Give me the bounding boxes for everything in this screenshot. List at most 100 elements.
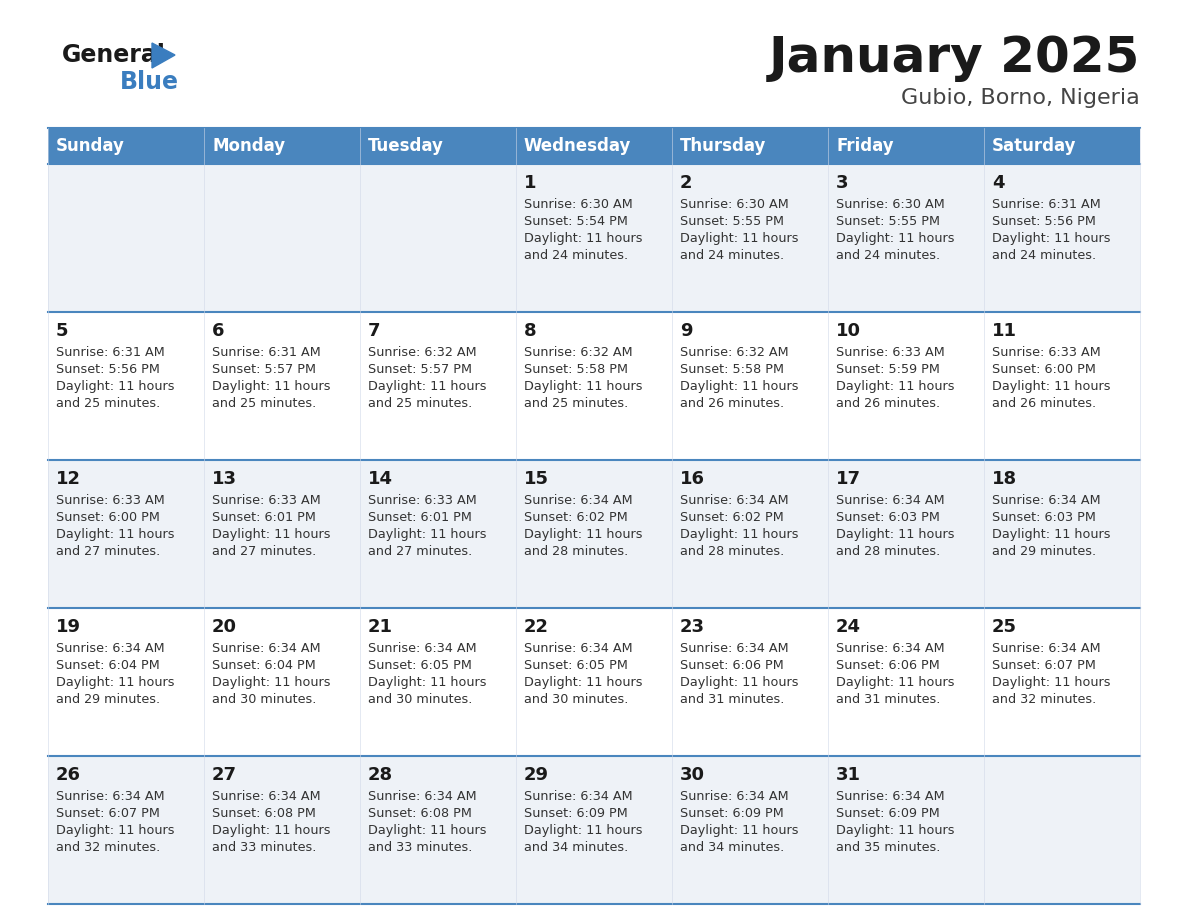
Text: 11: 11 bbox=[992, 322, 1017, 340]
Text: Daylight: 11 hours: Daylight: 11 hours bbox=[992, 676, 1111, 689]
Text: 6: 6 bbox=[211, 322, 225, 340]
Text: and 28 minutes.: and 28 minutes. bbox=[836, 545, 940, 558]
Text: Daylight: 11 hours: Daylight: 11 hours bbox=[368, 676, 487, 689]
Text: and 24 minutes.: and 24 minutes. bbox=[836, 249, 940, 262]
Text: Gubio, Borno, Nigeria: Gubio, Borno, Nigeria bbox=[902, 88, 1140, 108]
Text: Daylight: 11 hours: Daylight: 11 hours bbox=[524, 824, 643, 837]
Text: and 28 minutes.: and 28 minutes. bbox=[524, 545, 628, 558]
Text: Daylight: 11 hours: Daylight: 11 hours bbox=[680, 380, 798, 393]
Text: Daylight: 11 hours: Daylight: 11 hours bbox=[524, 380, 643, 393]
Text: Sunrise: 6:34 AM: Sunrise: 6:34 AM bbox=[992, 642, 1100, 655]
Text: 29: 29 bbox=[524, 766, 549, 784]
Bar bbox=[48, 312, 204, 460]
Bar bbox=[672, 128, 828, 164]
Text: Sunrise: 6:30 AM: Sunrise: 6:30 AM bbox=[680, 198, 789, 211]
Text: Sunset: 5:58 PM: Sunset: 5:58 PM bbox=[524, 363, 628, 376]
Text: Sunrise: 6:33 AM: Sunrise: 6:33 AM bbox=[211, 494, 321, 507]
Bar bbox=[516, 460, 672, 608]
Text: January 2025: January 2025 bbox=[769, 34, 1140, 82]
Text: Sunset: 6:00 PM: Sunset: 6:00 PM bbox=[56, 511, 160, 524]
Text: and 35 minutes.: and 35 minutes. bbox=[836, 841, 941, 854]
Bar bbox=[360, 312, 516, 460]
Text: Daylight: 11 hours: Daylight: 11 hours bbox=[524, 676, 643, 689]
Bar bbox=[828, 128, 984, 164]
Text: Sunset: 6:09 PM: Sunset: 6:09 PM bbox=[680, 807, 784, 820]
Bar bbox=[204, 312, 360, 460]
Text: and 28 minutes.: and 28 minutes. bbox=[680, 545, 784, 558]
Bar bbox=[204, 756, 360, 904]
Text: 21: 21 bbox=[368, 618, 393, 636]
Bar bbox=[984, 756, 1140, 904]
Text: Daylight: 11 hours: Daylight: 11 hours bbox=[56, 380, 175, 393]
Text: Sunrise: 6:34 AM: Sunrise: 6:34 AM bbox=[836, 642, 944, 655]
Text: Sunset: 6:05 PM: Sunset: 6:05 PM bbox=[368, 659, 472, 672]
Text: Monday: Monday bbox=[211, 137, 285, 155]
Text: Sunset: 6:05 PM: Sunset: 6:05 PM bbox=[524, 659, 628, 672]
Text: Sunrise: 6:34 AM: Sunrise: 6:34 AM bbox=[680, 790, 789, 803]
Text: 28: 28 bbox=[368, 766, 393, 784]
Text: Sunrise: 6:34 AM: Sunrise: 6:34 AM bbox=[992, 494, 1100, 507]
Bar bbox=[48, 608, 204, 756]
Text: and 26 minutes.: and 26 minutes. bbox=[836, 397, 940, 410]
Bar bbox=[672, 608, 828, 756]
Text: Sunrise: 6:34 AM: Sunrise: 6:34 AM bbox=[56, 790, 165, 803]
Polygon shape bbox=[152, 43, 175, 68]
Text: Sunset: 6:07 PM: Sunset: 6:07 PM bbox=[56, 807, 160, 820]
Text: Sunrise: 6:34 AM: Sunrise: 6:34 AM bbox=[524, 790, 633, 803]
Text: 12: 12 bbox=[56, 470, 81, 488]
Bar bbox=[828, 312, 984, 460]
Text: 8: 8 bbox=[524, 322, 537, 340]
Text: Sunrise: 6:34 AM: Sunrise: 6:34 AM bbox=[680, 642, 789, 655]
Text: Sunrise: 6:34 AM: Sunrise: 6:34 AM bbox=[524, 642, 633, 655]
Text: and 27 minutes.: and 27 minutes. bbox=[211, 545, 316, 558]
Text: General: General bbox=[62, 43, 166, 67]
Text: Daylight: 11 hours: Daylight: 11 hours bbox=[368, 824, 487, 837]
Text: and 24 minutes.: and 24 minutes. bbox=[680, 249, 784, 262]
Text: Sunset: 6:03 PM: Sunset: 6:03 PM bbox=[836, 511, 940, 524]
Text: Sunrise: 6:34 AM: Sunrise: 6:34 AM bbox=[680, 494, 789, 507]
Text: and 29 minutes.: and 29 minutes. bbox=[992, 545, 1097, 558]
Text: Daylight: 11 hours: Daylight: 11 hours bbox=[524, 528, 643, 541]
Bar bbox=[984, 608, 1140, 756]
Text: 2: 2 bbox=[680, 174, 693, 192]
Text: Daylight: 11 hours: Daylight: 11 hours bbox=[211, 528, 330, 541]
Text: 13: 13 bbox=[211, 470, 236, 488]
Text: Sunrise: 6:33 AM: Sunrise: 6:33 AM bbox=[992, 346, 1101, 359]
Bar bbox=[828, 608, 984, 756]
Bar bbox=[828, 164, 984, 312]
Text: Friday: Friday bbox=[836, 137, 893, 155]
Text: 18: 18 bbox=[992, 470, 1017, 488]
Text: Daylight: 11 hours: Daylight: 11 hours bbox=[836, 380, 954, 393]
Bar bbox=[204, 460, 360, 608]
Bar bbox=[672, 756, 828, 904]
Text: Sunset: 6:06 PM: Sunset: 6:06 PM bbox=[680, 659, 784, 672]
Text: Sunrise: 6:34 AM: Sunrise: 6:34 AM bbox=[836, 494, 944, 507]
Text: Sunset: 6:01 PM: Sunset: 6:01 PM bbox=[211, 511, 316, 524]
Text: and 25 minutes.: and 25 minutes. bbox=[211, 397, 316, 410]
Text: and 30 minutes.: and 30 minutes. bbox=[211, 693, 316, 706]
Text: Sunrise: 6:32 AM: Sunrise: 6:32 AM bbox=[680, 346, 789, 359]
Text: Daylight: 11 hours: Daylight: 11 hours bbox=[680, 232, 798, 245]
Bar bbox=[984, 312, 1140, 460]
Text: Sunset: 5:54 PM: Sunset: 5:54 PM bbox=[524, 215, 628, 228]
Text: Sunrise: 6:30 AM: Sunrise: 6:30 AM bbox=[524, 198, 633, 211]
Text: 31: 31 bbox=[836, 766, 861, 784]
Bar bbox=[984, 460, 1140, 608]
Text: Daylight: 11 hours: Daylight: 11 hours bbox=[211, 824, 330, 837]
Text: 14: 14 bbox=[368, 470, 393, 488]
Text: Sunrise: 6:34 AM: Sunrise: 6:34 AM bbox=[211, 790, 321, 803]
Text: Daylight: 11 hours: Daylight: 11 hours bbox=[524, 232, 643, 245]
Text: 1: 1 bbox=[524, 174, 537, 192]
Text: Daylight: 11 hours: Daylight: 11 hours bbox=[680, 824, 798, 837]
Text: and 33 minutes.: and 33 minutes. bbox=[368, 841, 473, 854]
Bar bbox=[204, 608, 360, 756]
Bar bbox=[828, 460, 984, 608]
Bar bbox=[360, 164, 516, 312]
Text: and 24 minutes.: and 24 minutes. bbox=[524, 249, 628, 262]
Text: Sunset: 5:58 PM: Sunset: 5:58 PM bbox=[680, 363, 784, 376]
Text: Sunset: 5:57 PM: Sunset: 5:57 PM bbox=[368, 363, 472, 376]
Text: 9: 9 bbox=[680, 322, 693, 340]
Text: Sunset: 6:01 PM: Sunset: 6:01 PM bbox=[368, 511, 472, 524]
Bar bbox=[360, 756, 516, 904]
Text: Sunset: 6:00 PM: Sunset: 6:00 PM bbox=[992, 363, 1095, 376]
